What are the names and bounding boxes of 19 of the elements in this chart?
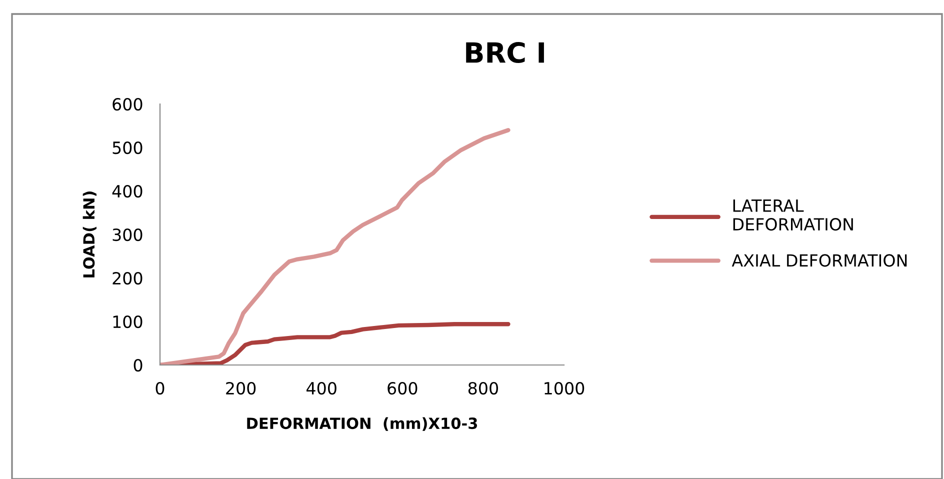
x-tick-label: 1000 — [544, 382, 584, 395]
y-tick-label: 100 — [113, 315, 142, 328]
y-tick-label: 200 — [112, 272, 142, 285]
x-axis-title: DEFORMATION (mm)X10-3 — [247, 417, 478, 431]
y-axis-title: LOAD( kN) — [82, 192, 96, 278]
x-tick-label: 200 — [226, 382, 256, 395]
line-series — [160, 128, 510, 365]
x-tick-label: 400 — [306, 382, 336, 395]
y-tick-label: 600 — [112, 98, 142, 111]
y-tick-label: 500 — [112, 141, 142, 154]
x-tick-label: 600 — [388, 382, 418, 395]
y-tick-label: 300 — [112, 228, 142, 242]
legend-label: AXIAL DEFORMATION — [732, 254, 907, 267]
legend-label: LATERAL DEFORMATION — [733, 200, 853, 231]
y-tick-label: 400 — [112, 184, 142, 198]
y-tick-label: 0 — [134, 358, 142, 372]
x-tick-label: 800 — [468, 382, 498, 395]
chart-title: BRC I — [466, 42, 544, 64]
x-tick-label: 0 — [156, 382, 164, 395]
